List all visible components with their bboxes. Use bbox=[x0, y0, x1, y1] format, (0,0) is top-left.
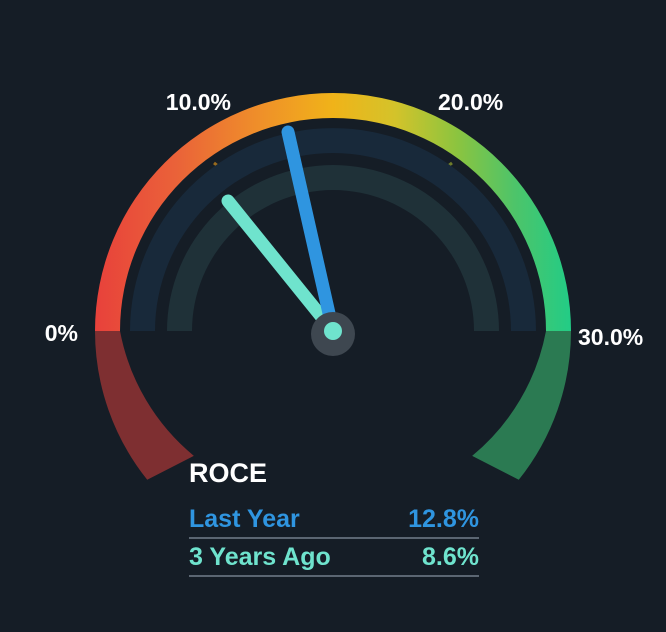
legend-row-value-3-years-ago: 8.6% bbox=[422, 543, 479, 571]
gauge-tick-label-20: 20.0% bbox=[438, 89, 503, 115]
gauge-tick-label-0: 0% bbox=[45, 320, 78, 346]
gauge-tail-high bbox=[472, 331, 571, 480]
gauge-tail-low bbox=[95, 331, 194, 480]
gauge-legend: ROCE Last Year 12.8% 3 Years Ago 8.6% bbox=[189, 458, 479, 577]
inner-reference-band bbox=[167, 165, 499, 331]
outer-reference-band bbox=[130, 128, 536, 331]
gauge-tails bbox=[95, 331, 571, 480]
gauge-needles bbox=[221, 125, 340, 338]
gauge-hub bbox=[311, 312, 355, 356]
legend-row-label-last-year: Last Year bbox=[189, 505, 300, 533]
needle-3-years-ago bbox=[221, 194, 340, 338]
legend-row-label-3-years-ago: 3 Years Ago bbox=[189, 543, 331, 571]
gauge-scale-labels: 0% 10.0% 20.0% 30.0% bbox=[45, 89, 643, 350]
gauge-scale-arc bbox=[95, 93, 571, 331]
legend-row-value-last-year: 12.8% bbox=[408, 505, 479, 533]
legend-title: ROCE bbox=[189, 458, 267, 488]
gauge-tick-label-30: 30.0% bbox=[578, 324, 643, 350]
needle-last-year bbox=[281, 125, 340, 338]
gauge-tick-label-10: 10.0% bbox=[166, 89, 231, 115]
